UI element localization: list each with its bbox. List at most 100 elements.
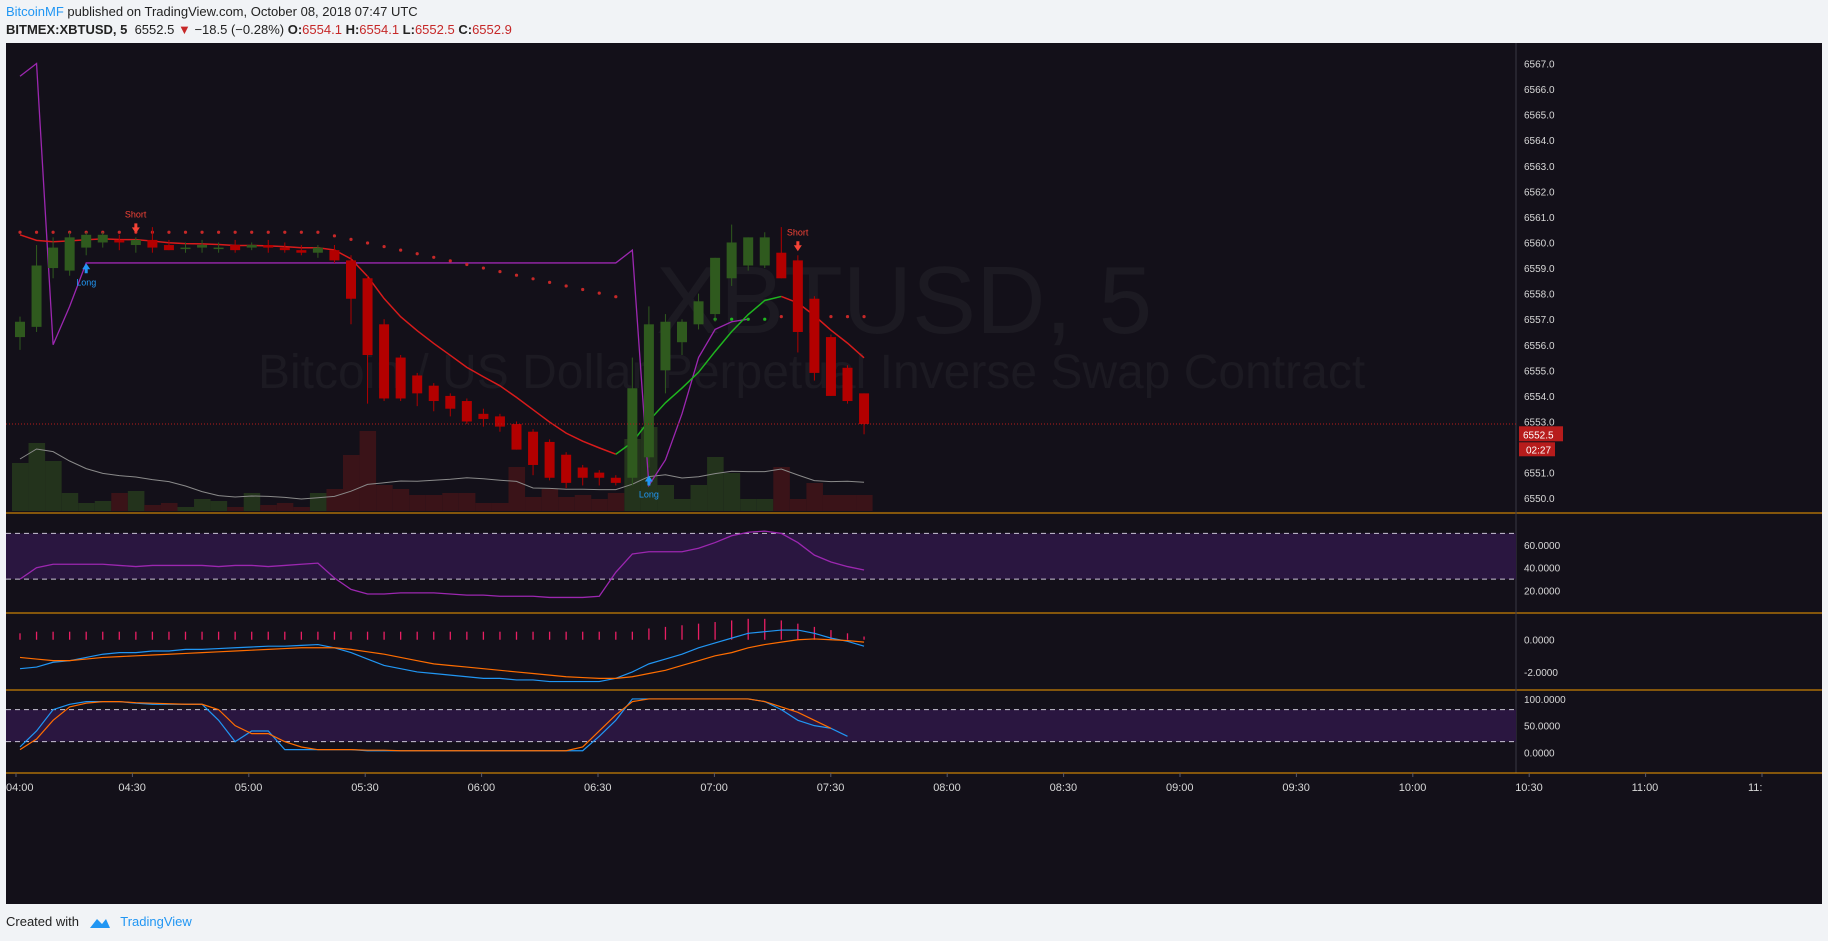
volume-bar	[442, 493, 459, 511]
time-tick-label: 07:00	[700, 782, 728, 794]
candle-body	[610, 477, 621, 483]
volume-bar	[574, 495, 592, 511]
price-tick-label: 6563.0	[1524, 162, 1555, 173]
candle-body	[759, 237, 770, 266]
tradingview-logo-icon	[89, 916, 111, 929]
volume-bar	[558, 497, 575, 511]
candle-body	[379, 324, 390, 399]
volume-bar	[657, 485, 674, 511]
last-price-badge-label: 6552.5	[1523, 430, 1554, 441]
candle-body	[660, 321, 671, 371]
macd-line	[19, 629, 865, 683]
candle-body	[81, 234, 92, 248]
volume-bar	[78, 503, 95, 511]
volume-bar	[409, 495, 426, 511]
candle-body	[31, 265, 42, 327]
candle-body	[842, 367, 853, 402]
volume-bar	[541, 489, 559, 511]
signal-label-short: Short	[787, 227, 809, 237]
volume-bar	[276, 503, 294, 511]
sar-dot	[266, 230, 270, 234]
candle-body	[362, 278, 373, 355]
short-arrow-icon	[131, 223, 140, 234]
volume-bar	[293, 507, 310, 511]
volume-bar	[127, 491, 145, 511]
candle-body	[163, 245, 174, 251]
sar-dot	[316, 230, 320, 234]
price-tick-label: 6557.0	[1524, 315, 1555, 326]
candle-body	[776, 252, 787, 279]
chart-area[interactable]: XBTUSD, 5 Bitcoin / US Dollar Perpetual …	[6, 43, 1822, 904]
candle-body	[710, 257, 721, 315]
rsi-band-fill	[6, 533, 1516, 580]
stoch-d-line	[19, 698, 832, 752]
author-link[interactable]: BitcoinMF	[6, 4, 64, 19]
volume-bar	[475, 503, 492, 511]
price-tick-label: 6554.0	[1524, 392, 1555, 403]
candle-body	[528, 431, 539, 465]
time-tick-label: 04:00	[6, 782, 34, 794]
price-tick-label: 6564.0	[1524, 136, 1555, 147]
candle-body	[263, 245, 274, 248]
candle-body	[114, 239, 125, 243]
sar-dot	[548, 280, 552, 284]
candle-body	[809, 298, 820, 373]
chart-svg[interactable]: XBTUSD, 5 Bitcoin / US Dollar Perpetual …	[6, 43, 1822, 904]
candle-body	[97, 234, 108, 243]
sar-dot	[481, 266, 485, 270]
sar-dot	[217, 230, 221, 234]
candle-body	[197, 245, 208, 248]
volume-bar	[260, 505, 277, 511]
publish-info: BitcoinMF published on TradingView.com, …	[6, 4, 418, 19]
time-tick-label: 11:00	[1632, 782, 1659, 794]
candle-body	[445, 395, 456, 409]
volume-bar	[160, 503, 178, 511]
candle-body	[677, 321, 687, 343]
time-tick-label: 09:30	[1282, 782, 1310, 794]
candle-body	[147, 239, 158, 248]
volume-bar	[607, 493, 625, 511]
candle-body	[213, 247, 224, 250]
volume-bar	[392, 489, 410, 511]
last-price: 6552.5	[134, 22, 175, 37]
sar-dot	[68, 230, 72, 234]
volume-bar	[839, 495, 857, 511]
open-label: O:	[287, 22, 303, 37]
price-tick-label: 6560.0	[1524, 238, 1555, 249]
volume-bar	[822, 495, 840, 511]
sar-dot	[564, 284, 568, 288]
candle-body	[48, 247, 59, 269]
sar-dot	[432, 255, 436, 259]
sar-dot	[365, 241, 370, 245]
sar-dot	[250, 230, 254, 234]
tradingview-link[interactable]: TradingView	[120, 914, 192, 929]
price-change: −18.5 (−0.28%)	[194, 22, 285, 37]
candle-body	[726, 242, 737, 279]
sar-dot	[101, 230, 105, 234]
volume-bar	[723, 473, 741, 511]
time-tick-label: 05:30	[351, 782, 379, 794]
last-price-badge	[1519, 426, 1563, 442]
volume-bar	[94, 501, 112, 511]
candle-body	[180, 247, 191, 250]
candle-body	[825, 337, 836, 396]
sar-dot	[614, 295, 618, 299]
candle-body	[577, 467, 588, 478]
time-tick-label: 09:00	[1166, 782, 1194, 794]
volume-bar	[773, 467, 790, 511]
time-tick-label: 04:30	[118, 782, 146, 794]
stoch-tick-label: 0.0000	[1524, 748, 1555, 759]
sar-dot	[84, 230, 88, 234]
rsi-line	[19, 530, 865, 599]
price-tick-label: 6551.0	[1524, 469, 1555, 480]
volume-bar	[376, 485, 393, 511]
candle-body	[428, 385, 439, 402]
volume-bar	[177, 507, 195, 511]
time-tick-label: 10:30	[1515, 782, 1543, 794]
signal-label-long: Long	[76, 277, 96, 287]
volume-bar	[856, 495, 873, 511]
rsi-tick-label: 20.0000	[1524, 587, 1561, 598]
candle-body	[743, 237, 754, 266]
created-with-label: Created with	[6, 914, 79, 929]
price-tick-label: 6555.0	[1524, 366, 1555, 377]
